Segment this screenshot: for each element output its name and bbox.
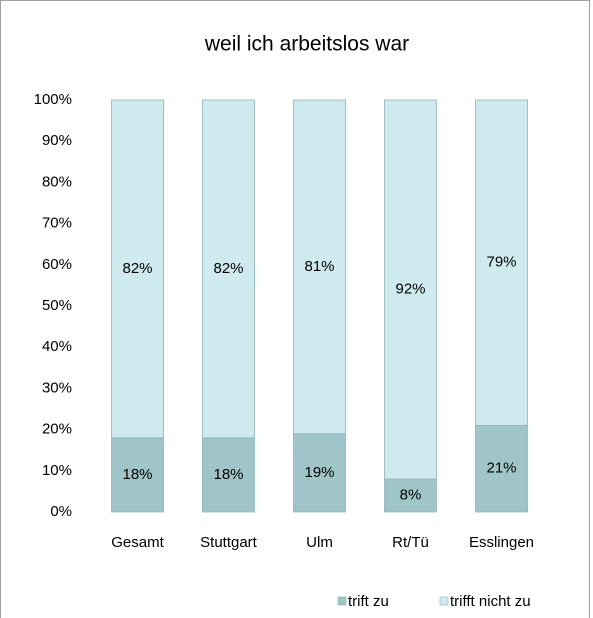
legend-swatch [337, 596, 347, 606]
legend-label: trifft nicht zu [450, 593, 531, 610]
y-tick-label: 70% [42, 215, 72, 232]
bar-segment [384, 99, 437, 480]
bar-segment [293, 99, 346, 435]
bar-segment [202, 99, 255, 439]
y-tick-label: 90% [42, 132, 72, 149]
y-tick-label: 100% [34, 91, 72, 108]
data-label: 19% [304, 464, 334, 481]
data-label: 81% [304, 258, 334, 275]
bar-segment [111, 437, 164, 513]
y-tick-label: 20% [42, 421, 72, 438]
data-label: 18% [213, 466, 243, 483]
legend-label: trift zu [348, 593, 389, 610]
data-label: 18% [122, 466, 152, 483]
x-tick-label: Rt/Tü [392, 534, 429, 551]
x-tick-label: Ulm [306, 534, 333, 551]
data-label: 92% [395, 280, 425, 297]
bar-segment [293, 433, 346, 513]
data-label: 82% [122, 260, 152, 277]
bar-segment [475, 99, 528, 426]
y-tick-label: 10% [42, 462, 72, 479]
data-label: 79% [486, 254, 516, 271]
y-tick-label: 80% [42, 173, 72, 190]
bar-segment [111, 99, 164, 439]
legend-swatch [439, 596, 449, 606]
chart-title: weil ich arbeitslos war [204, 33, 409, 56]
data-label: 8% [400, 486, 422, 503]
y-tick-label: 40% [42, 338, 72, 355]
bar-segment [475, 425, 528, 513]
y-tick-label: 0% [50, 503, 72, 520]
y-tick-label: 50% [42, 297, 72, 314]
x-tick-label: Gesamt [111, 534, 164, 551]
y-tick-label: 60% [42, 256, 72, 273]
x-tick-label: Stuttgart [200, 534, 258, 551]
data-label: 21% [486, 460, 516, 477]
y-tick-label: 30% [42, 379, 72, 396]
x-tick-label: Esslingen [469, 534, 534, 551]
bar-segment [202, 437, 255, 513]
data-label: 82% [213, 260, 243, 277]
